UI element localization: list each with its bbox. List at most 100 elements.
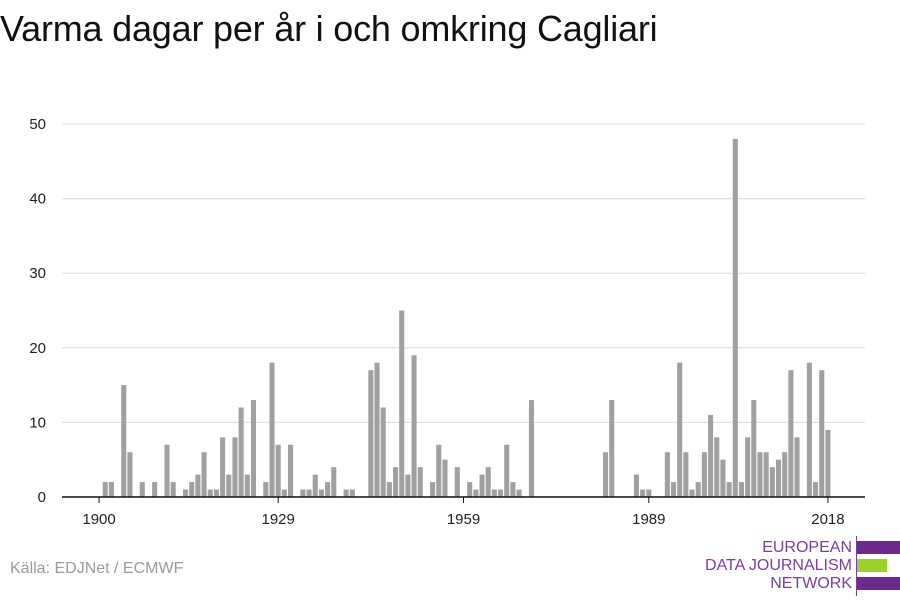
logo-text-line-1: EUROPEAN [762,539,852,556]
bar-1938 [331,467,337,497]
bar-1993 [670,482,677,497]
bar-2011 [782,452,788,497]
bar-2009 [769,467,775,497]
logo-text-line-3: NETWORK [770,575,852,592]
bar-1901 [102,482,108,497]
logo-text-line-2: DATA JOURNALISM [705,557,852,574]
bar-1999 [708,414,714,497]
bar-1907 [139,482,145,497]
bar-1966 [504,444,510,497]
y-tick-label-40: 40 [29,191,46,208]
bar-1936 [318,489,324,497]
bar-1902 [108,482,114,497]
bar-1918 [207,489,213,497]
bar-1952 [417,467,423,497]
bar-2010 [775,459,782,497]
x-tick-label-1900: 1900 [82,511,115,528]
bar-1935 [312,474,318,497]
bar-1933 [300,489,306,497]
bar-1982 [603,452,609,497]
bar-1998 [701,452,707,497]
bar-2008 [763,452,769,497]
bar-1941 [349,489,355,497]
bar-2002 [726,482,732,497]
bar-1968 [516,489,522,497]
bar-2006 [751,400,757,497]
bar-1960 [467,482,473,497]
bar-1951 [411,355,417,497]
bar-1963 [485,467,491,497]
x-tick-label-1929: 1929 [262,511,295,528]
y-tick-label-30: 30 [29,265,46,282]
logo-divider [856,536,857,596]
bar-2013 [794,437,800,497]
logo-bar-purple-top [857,541,900,554]
edjnet-logo[interactable]: EUROPEAN DATA JOURNALISM NETWORK [705,536,900,596]
bar-2007 [757,452,763,497]
bar-1923 [238,407,244,497]
bar-1949 [399,310,405,497]
bar-1970 [528,400,534,497]
bar-1917 [201,452,207,497]
bar-1950 [405,474,411,497]
chart-title: Varma dagar per år i och omkring Cagliar… [0,8,658,49]
bar-2001 [720,459,726,497]
bar-1928 [269,362,275,497]
axes: 0 10 20 30 40 50 1900 1929 1959 1989 2018 [29,116,865,528]
bar-1922 [232,437,238,497]
bar-1921 [226,474,232,497]
logo-bar-purple-bottom [857,577,900,590]
bar-1914 [183,489,189,497]
bar-1924 [244,474,250,497]
bar-2018 [825,429,831,497]
bar-1944 [368,370,374,497]
bar-1988 [640,489,646,497]
bar-1995 [683,452,689,497]
bar-1989 [646,489,652,497]
bar-1996 [689,489,695,497]
bars [102,138,831,498]
bar-1927 [263,482,269,497]
bar-2017 [819,370,825,497]
bar-1962 [479,474,485,497]
bar-1955 [436,444,442,497]
bar-1925 [250,400,257,497]
bar-1956 [442,459,448,497]
x-tick-label-1959: 1959 [447,511,480,528]
y-tick-label-10: 10 [29,414,46,431]
bar-1909 [152,482,158,497]
bar-1916 [195,474,201,497]
bar-2003 [732,138,738,498]
bar-1961 [473,489,479,497]
bar-1912 [170,482,176,497]
bar-2012 [788,370,794,497]
bar-1948 [393,467,399,497]
bar-1945 [374,362,380,497]
bar-1904 [121,385,127,497]
bar-1905 [127,452,133,497]
bar-1915 [189,482,195,497]
y-tick-label-50: 50 [29,116,46,133]
bar-1983 [609,400,615,497]
bar-1965 [498,489,504,497]
bar-1929 [275,444,281,497]
logo-bar-green [857,559,887,572]
x-tick-label-2018: 2018 [811,511,844,528]
bar-1946 [380,407,386,497]
bar-1964 [491,489,497,497]
bar-2004 [738,482,744,497]
x-tick-label-1989: 1989 [632,511,665,528]
source-label: Källa: EDJNet / ECMWF [10,560,184,577]
bar-1987 [633,474,639,497]
bar-1937 [325,482,331,497]
bar-1940 [343,489,349,497]
bar-1994 [677,362,683,497]
y-tick-label-0: 0 [38,489,46,506]
bar-2016 [813,482,819,497]
bar-1992 [664,452,670,497]
bar-1919 [213,489,219,497]
bar-1947 [386,482,392,497]
bar-1930 [281,489,287,497]
bar-1920 [220,437,226,497]
